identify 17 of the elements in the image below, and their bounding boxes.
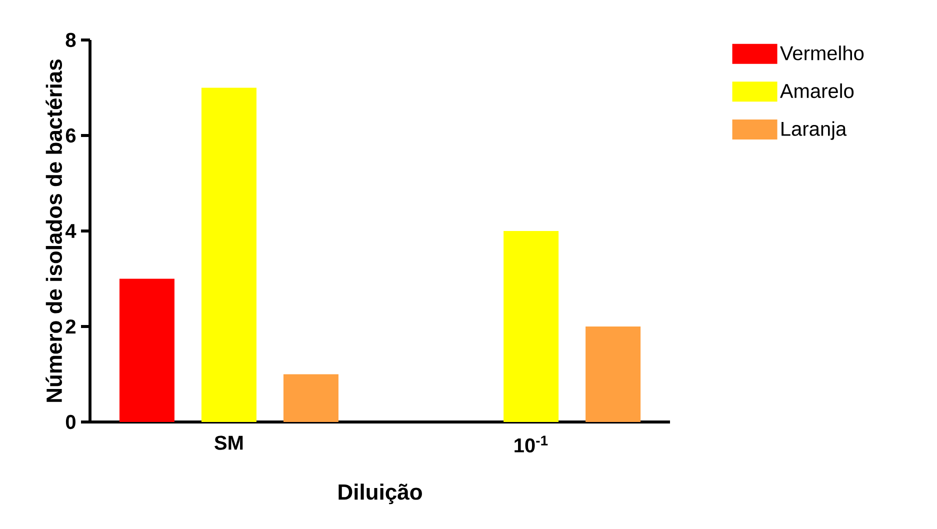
y-tick-label: 8 (66, 32, 76, 48)
legend-label: Laranja (782, 121, 847, 140)
y-tick-label: 4 (65, 224, 76, 238)
legend-label: Vermelho (780, 46, 864, 60)
bar (504, 230, 559, 422)
x-tick-label: SM (214, 436, 243, 450)
x-axis-title: Diluição (338, 484, 422, 504)
y-tick-label: 6 (66, 128, 76, 143)
y-axis-title: Número de isolados de bactérias (46, 60, 62, 402)
bar (283, 374, 338, 422)
legend-label: Amarelo (780, 83, 854, 98)
bar (119, 278, 174, 422)
y-tick-label: 0 (66, 414, 76, 430)
bar (201, 88, 256, 422)
y-tick-label: 2 (66, 320, 76, 334)
x-tick-label: 10$^{-1}$ (514, 436, 548, 452)
bar (586, 326, 641, 422)
